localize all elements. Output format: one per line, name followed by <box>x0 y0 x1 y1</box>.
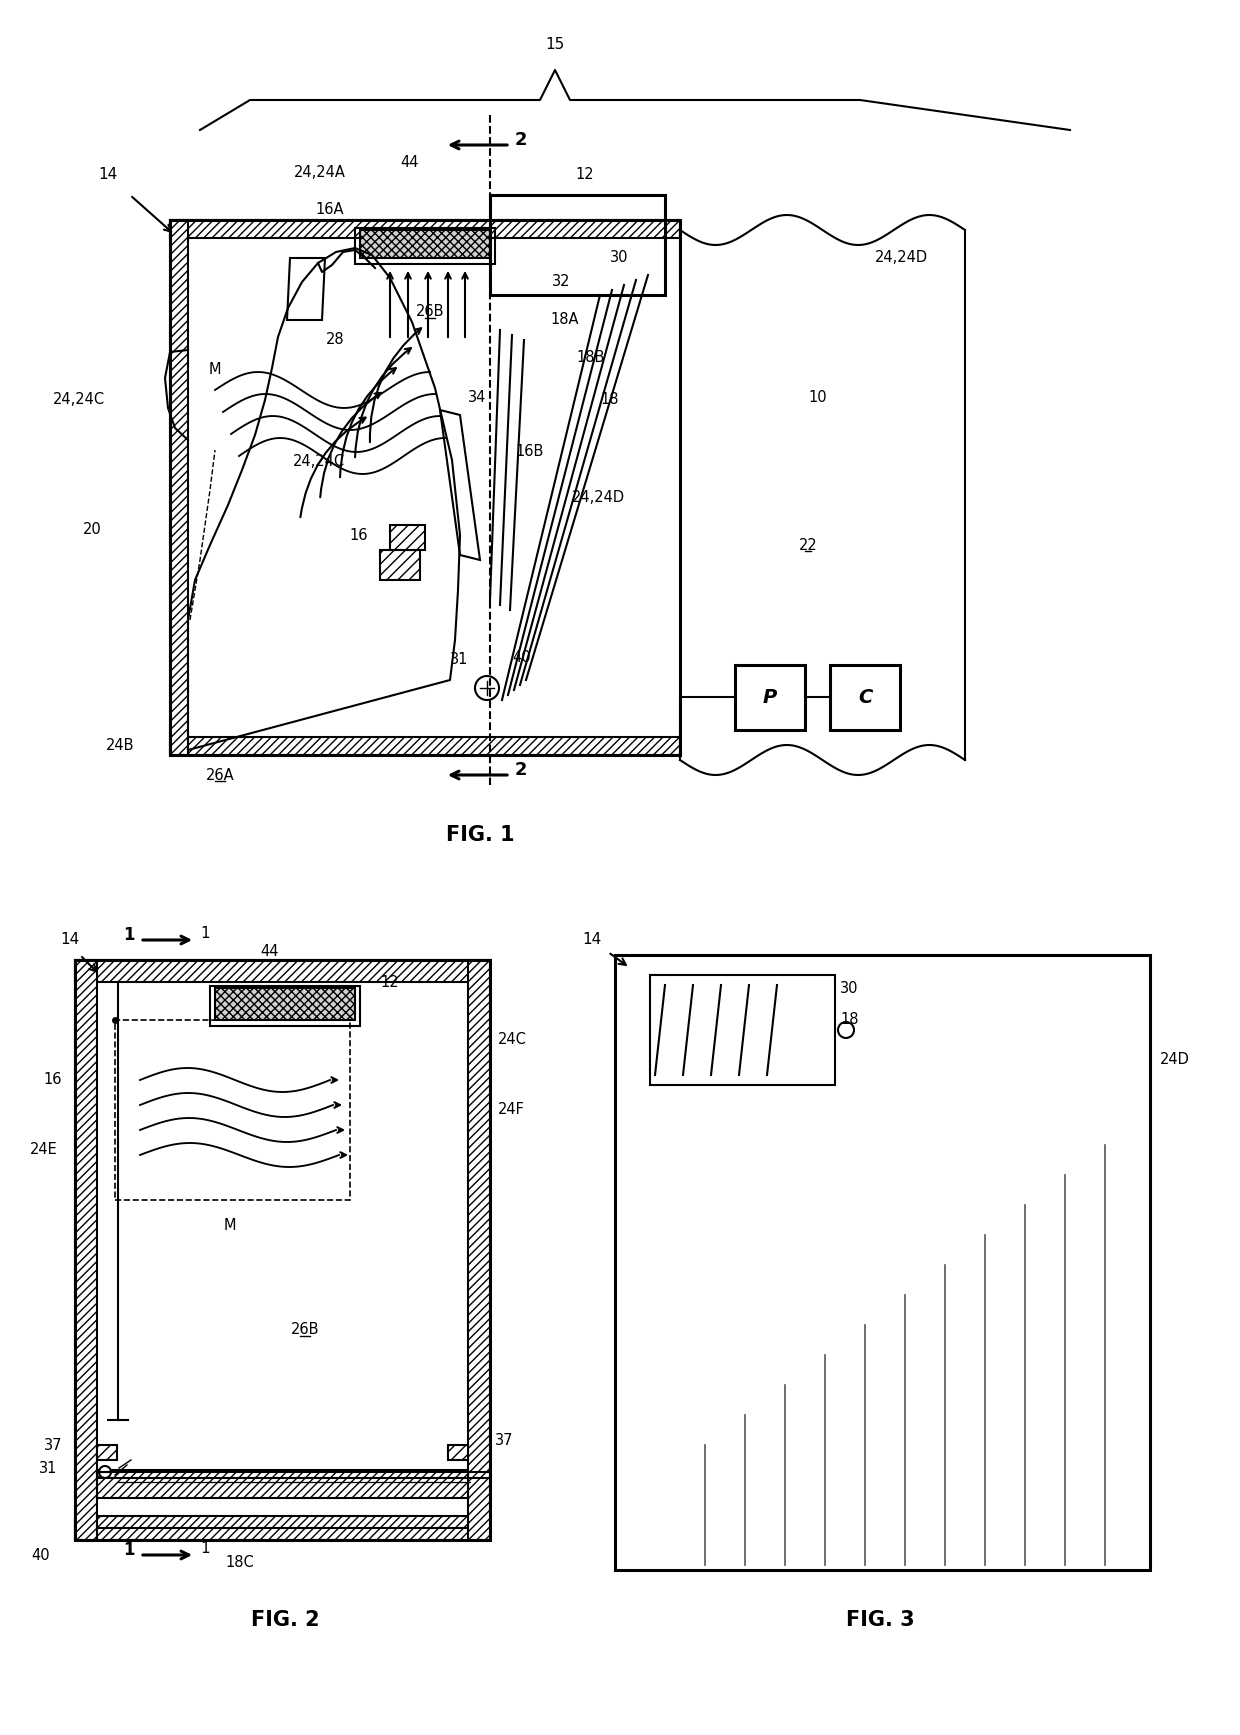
Text: FIG. 2: FIG. 2 <box>250 1610 320 1629</box>
Text: 24,24C: 24,24C <box>53 392 105 408</box>
Text: 24F: 24F <box>498 1102 525 1117</box>
Bar <box>210 985 360 1025</box>
Bar <box>215 987 355 1020</box>
Text: 12: 12 <box>575 168 594 182</box>
Bar <box>391 526 425 550</box>
Bar <box>170 220 680 755</box>
Bar <box>490 194 665 295</box>
Text: 32: 32 <box>552 274 570 290</box>
Text: 12: 12 <box>379 975 398 989</box>
Bar <box>115 1020 350 1201</box>
Text: 34: 34 <box>467 390 486 406</box>
Text: 18: 18 <box>839 1013 858 1027</box>
Text: 37: 37 <box>495 1433 513 1447</box>
Bar <box>170 220 680 238</box>
Text: 16A: 16A <box>316 203 345 217</box>
Bar <box>448 1445 467 1459</box>
Text: 26B: 26B <box>290 1322 319 1338</box>
Bar <box>97 1470 467 1497</box>
Text: FIG. 1: FIG. 1 <box>445 826 515 845</box>
Text: 24C: 24C <box>498 1032 527 1048</box>
Bar <box>355 227 495 264</box>
Text: 18: 18 <box>600 392 619 408</box>
Text: 24D: 24D <box>1159 1053 1190 1067</box>
Text: 15: 15 <box>546 38 564 52</box>
Text: 24E: 24E <box>30 1143 58 1157</box>
Text: 30: 30 <box>839 980 858 996</box>
Text: 16: 16 <box>350 527 368 543</box>
Text: 44: 44 <box>260 944 279 959</box>
Text: FIG. 3: FIG. 3 <box>846 1610 914 1629</box>
Text: 16B: 16B <box>515 444 543 460</box>
Text: 18A: 18A <box>551 312 579 328</box>
Text: 14: 14 <box>583 932 601 947</box>
Text: 24,24A: 24,24A <box>294 165 346 180</box>
Text: 1: 1 <box>200 1541 210 1556</box>
Bar <box>650 975 835 1084</box>
Circle shape <box>99 1466 112 1478</box>
Text: 10: 10 <box>808 390 827 406</box>
Text: 18C: 18C <box>226 1555 254 1570</box>
Bar <box>467 959 490 1541</box>
Text: 1: 1 <box>124 926 135 944</box>
Bar <box>360 231 490 259</box>
Circle shape <box>475 677 498 699</box>
Text: M: M <box>223 1218 237 1232</box>
Text: 18B: 18B <box>577 350 604 366</box>
Bar <box>97 1516 467 1529</box>
Text: 40: 40 <box>31 1548 50 1563</box>
Bar <box>74 1518 490 1541</box>
Text: 26B: 26B <box>415 305 444 319</box>
Bar <box>615 954 1149 1570</box>
Text: 24,24D: 24,24D <box>875 250 928 265</box>
Text: 1: 1 <box>124 1541 135 1560</box>
Bar <box>74 959 490 982</box>
Text: 14: 14 <box>61 932 79 947</box>
Text: 14: 14 <box>98 168 118 182</box>
Text: 31: 31 <box>38 1461 57 1475</box>
Text: 2: 2 <box>515 132 527 149</box>
Text: 31: 31 <box>450 652 467 668</box>
Text: 44: 44 <box>401 156 419 170</box>
Bar <box>170 737 680 755</box>
Bar <box>379 550 420 579</box>
Text: 24B: 24B <box>105 737 134 753</box>
Bar <box>74 959 97 1541</box>
Text: C: C <box>858 689 872 706</box>
Text: 28: 28 <box>326 333 345 347</box>
Text: 37: 37 <box>43 1438 62 1452</box>
Bar <box>735 665 805 730</box>
Bar <box>170 220 188 755</box>
Text: 1: 1 <box>200 925 210 940</box>
Text: 24,24D: 24,24D <box>572 491 625 505</box>
Text: 30: 30 <box>610 250 629 265</box>
Bar <box>97 1445 117 1459</box>
Text: 26A: 26A <box>206 767 234 782</box>
Text: 16: 16 <box>43 1072 62 1088</box>
Text: 40: 40 <box>512 651 531 666</box>
Text: 22: 22 <box>799 538 817 552</box>
Text: 20: 20 <box>83 522 102 538</box>
Text: M: M <box>208 363 221 378</box>
Bar <box>830 665 900 730</box>
Text: 2: 2 <box>515 762 527 779</box>
Bar <box>74 959 490 1541</box>
Text: 24,24C: 24,24C <box>293 455 345 470</box>
Text: P: P <box>763 689 777 706</box>
